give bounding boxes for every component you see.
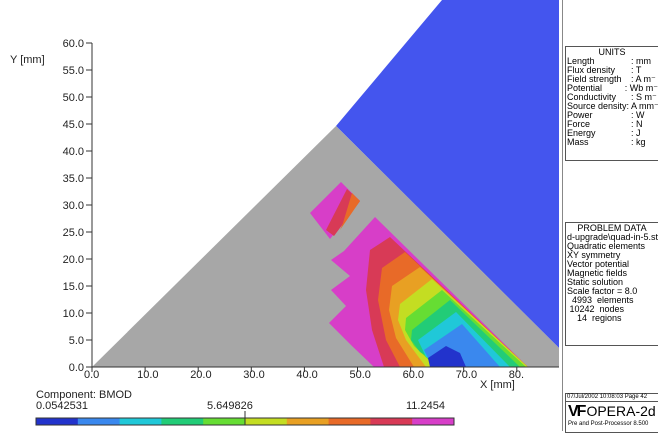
y-tick-labels: 60.0 55.0 50.0 45.0 40.0 35.0 30.0 25.0 20.0 15.0… — [63, 38, 92, 374]
y-tick-label: 25.0 — [63, 227, 84, 239]
unit-value: : T — [631, 65, 642, 75]
legend-swatch — [36, 418, 79, 425]
geometry-regions — [92, 0, 559, 367]
unit-quantity: Power — [567, 110, 593, 120]
units-header: UNITS — [598, 47, 626, 57]
x-tick-label: 20.0 — [190, 369, 211, 381]
y-tick-label: 35.0 — [63, 173, 84, 185]
y-axis-label: Y [mm] — [10, 54, 45, 66]
units-row: Flux density : T — [566, 66, 658, 75]
y-tick-label: 15.0 — [63, 281, 84, 293]
unit-quantity: Mass — [567, 137, 589, 147]
x-tick-label: 60.0 — [403, 369, 424, 381]
y-tick-label: 55.0 — [63, 65, 84, 77]
legend-mid: 5.649826 — [207, 400, 253, 412]
units-row: Field strength : A m⁻ — [566, 75, 658, 84]
problem-header: PROBLEM DATA — [577, 223, 647, 233]
legend-swatch — [370, 418, 413, 425]
unit-value: : A m⁻ — [631, 74, 656, 84]
x-tick-label: 50.0 — [350, 369, 371, 381]
x-tick-label: 40.0 — [296, 369, 317, 381]
units-row: Energy : J — [566, 129, 658, 138]
units-panel: UNITS Length: mm Flux density: T Field str… — [565, 46, 658, 161]
unit-quantity: Source density — [567, 101, 627, 111]
legend-swatch — [203, 418, 246, 425]
units-row: Potential : Wb m⁻ — [566, 84, 658, 93]
problem-line: Magnetic fields — [567, 269, 628, 278]
main-pole-contours — [329, 217, 528, 367]
unit-value: : A mm⁻ — [626, 101, 658, 111]
y-tick-label: 60.0 — [63, 38, 84, 50]
problem-data-panel: PROBLEM DATA d-upgrade\quad-in-5.st Quadr… — [565, 222, 658, 346]
units-row: Mass : kg — [566, 138, 658, 147]
units-row: Conductivity : S m⁻ — [566, 93, 658, 102]
problem-line: Static solution — [567, 278, 624, 287]
pole-tip-contours — [310, 182, 360, 239]
y-tick-label: 20.0 — [63, 254, 84, 266]
app-name: OPERA-2d — [586, 403, 656, 419]
unit-value: : N — [631, 119, 643, 129]
x-tick-labels: 0.0 10.0 20.0 30.0 40.0 50.0 60.0 70.0 80. — [84, 367, 524, 381]
air-region — [336, 0, 559, 348]
y-tick-label: 5.0 — [69, 335, 84, 347]
y-tick-label: 45.0 — [63, 119, 84, 131]
panel-divider — [562, 0, 563, 431]
legend-title: Component: BMOD — [36, 389, 132, 401]
x-axis-label: X [mm] — [480, 379, 515, 391]
problem-line: 4993 elements — [567, 296, 634, 305]
x-tick-label: 10.0 — [137, 369, 158, 381]
unit-value: : kg — [631, 137, 646, 147]
opera-logo: VF OPERA-2d — [566, 402, 658, 421]
y-tick-label: 30.0 — [63, 200, 84, 212]
problem-line: Scale factor = 8.0 — [567, 287, 638, 296]
unit-quantity: Conductivity — [567, 92, 617, 102]
brand-panel: 07/Jul/2002 10:08:03 Page 42 VF OPERA-2d… — [565, 393, 658, 433]
units-row: Source density: A mm⁻ — [566, 102, 658, 111]
units-row: Length : mm — [566, 57, 658, 66]
units-row: Power : W — [566, 111, 658, 120]
legend-color-bar — [35, 411, 455, 426]
x-tick-label: 0.0 — [84, 369, 99, 381]
legend-swatch — [328, 418, 371, 425]
unit-value: : J — [631, 128, 641, 138]
field-plot: 60.0 55.0 50.0 45.0 40.0 35.0 30.0 25.0 20.0 15.0… — [10, 0, 559, 426]
unit-quantity: Length — [567, 56, 595, 66]
problem-line: Quadratic elements — [567, 242, 646, 251]
x-tick-label: 70.0 — [456, 369, 477, 381]
unit-quantity: Flux density — [567, 65, 616, 75]
legend-max: 11.2454 — [406, 400, 445, 412]
unit-value: : mm — [631, 56, 651, 66]
y-tick-label: 40.0 — [63, 146, 84, 158]
unit-value: : S m⁻ — [631, 92, 657, 102]
legend-min: 0.0542531 — [36, 400, 88, 412]
y-tick-label: 50.0 — [63, 92, 84, 104]
legend-swatch — [161, 418, 204, 425]
y-tick-label: 0.0 — [69, 362, 84, 374]
unit-quantity: Field strength — [567, 74, 622, 84]
unit-quantity: Potential — [567, 83, 603, 93]
legend-swatch — [286, 418, 330, 425]
vf-logo-mark: VF — [568, 403, 587, 420]
problem-line: 10242 nodes — [567, 305, 625, 314]
unit-quantity: Energy — [567, 128, 596, 138]
problem-line: XY symmetry — [567, 251, 621, 260]
timestamp: 07/Jul/2002 10:08:03 Page 42 — [566, 394, 658, 402]
x-tick-label: 80. — [509, 369, 524, 381]
legend-swatch — [245, 418, 288, 425]
x-tick-label: 30.0 — [243, 369, 264, 381]
legend-swatch — [119, 418, 162, 425]
unit-value: : Wb m⁻ — [624, 83, 658, 93]
problem-line: Vector potential — [567, 260, 630, 269]
problem-line: d-upgrade\quad-in-5.st — [567, 233, 658, 242]
y-tick-label: 10.0 — [63, 308, 84, 320]
app-subtitle: Pre and Post-Processor 8.500 — [568, 421, 649, 427]
legend-swatch — [412, 418, 455, 425]
unit-value: : W — [631, 110, 645, 120]
unit-quantity: Force — [567, 119, 591, 129]
units-row: Force : N — [566, 120, 658, 129]
legend-swatch — [77, 418, 121, 425]
problem-line: 14 regions — [567, 314, 622, 323]
